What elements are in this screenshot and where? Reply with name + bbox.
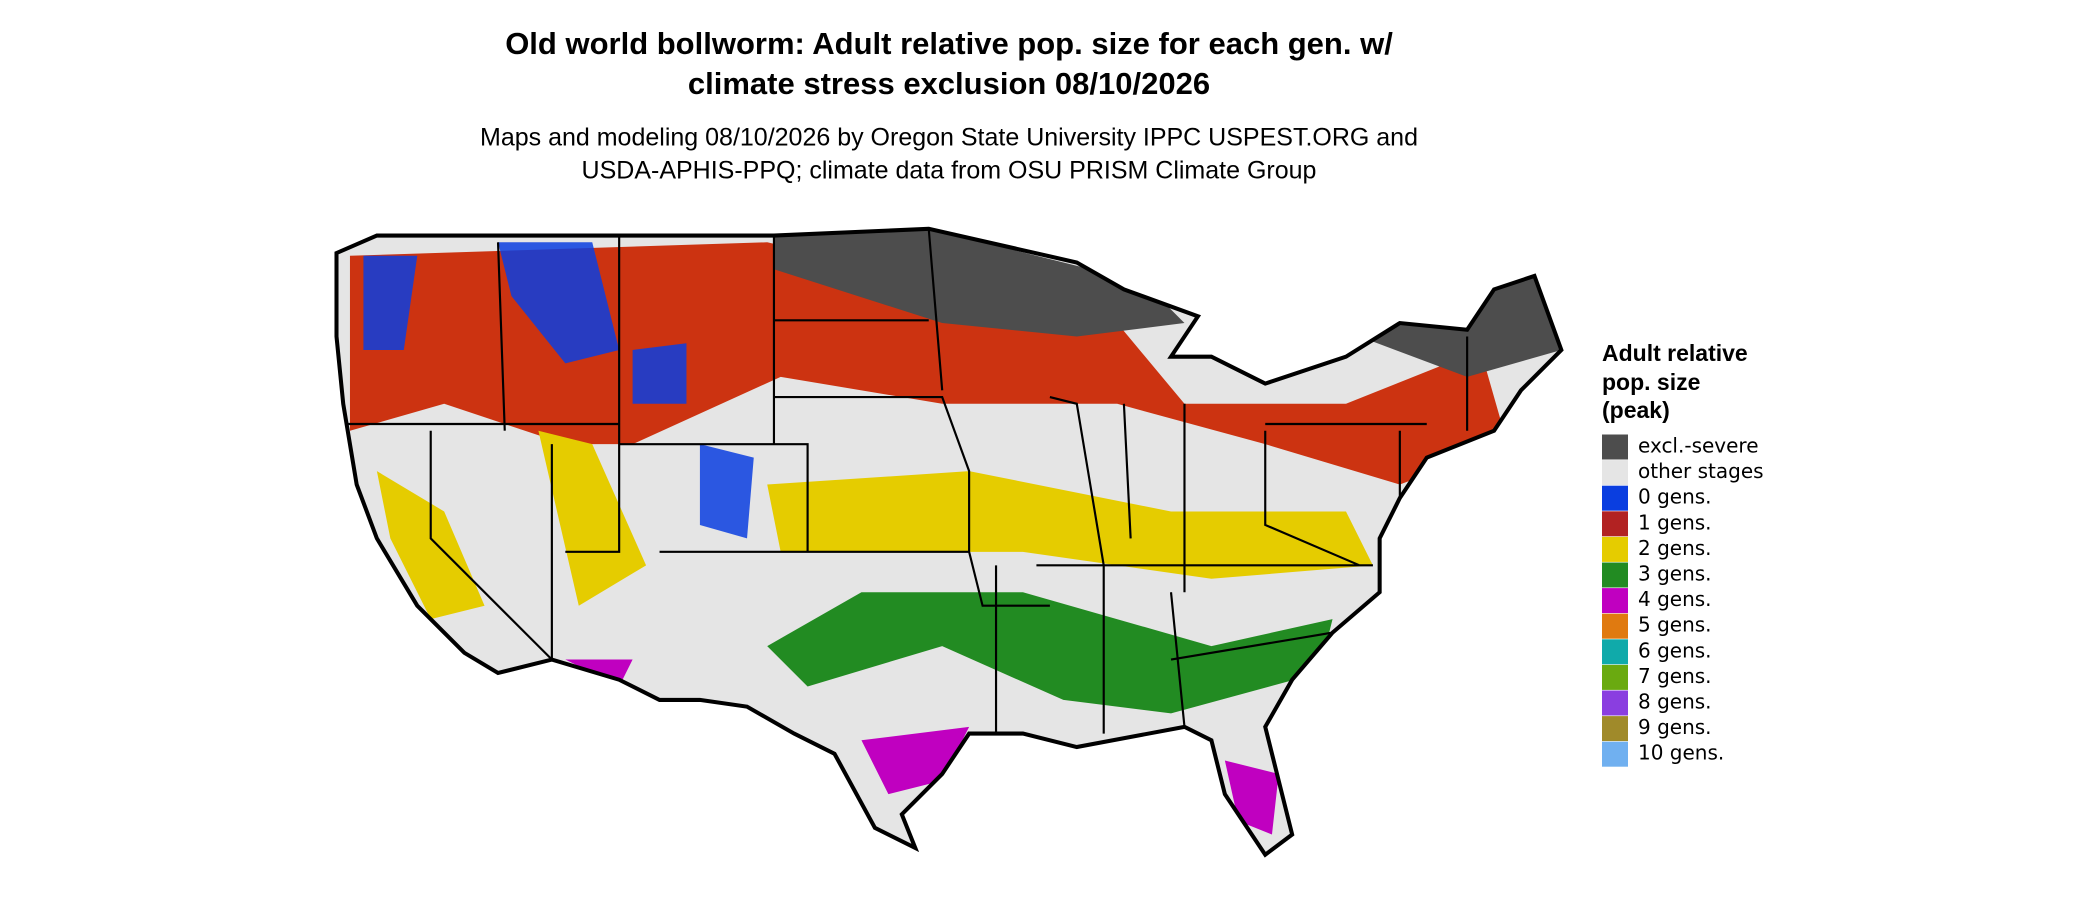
legend-label: 5 gens. bbox=[1638, 613, 1712, 637]
zones bbox=[349, 228, 1562, 835]
legend-swatch bbox=[1602, 434, 1628, 460]
legend-label: 10 gens. bbox=[1638, 741, 1724, 765]
legend-label: other stages bbox=[1638, 459, 1764, 483]
legend-swatch bbox=[1602, 639, 1628, 665]
us-map bbox=[337, 229, 1562, 855]
legend-title: (peak) bbox=[1602, 397, 1670, 423]
legend-label: 6 gens. bbox=[1638, 638, 1712, 662]
legend-swatch bbox=[1602, 485, 1628, 511]
legend-swatch bbox=[1602, 536, 1628, 562]
title-line: Old world bollworm: Adult relative pop. … bbox=[505, 26, 1393, 61]
legend-swatch bbox=[1602, 588, 1628, 614]
legend: Adult relative pop. size (peak) excl.-se… bbox=[1602, 340, 1764, 767]
legend-swatch bbox=[1602, 690, 1628, 716]
legend-label: 2 gens. bbox=[1638, 536, 1712, 560]
legend-label: 7 gens. bbox=[1638, 664, 1712, 688]
legend-label: 3 gens. bbox=[1638, 562, 1712, 586]
title-line: climate stress exclusion 08/10/2026 bbox=[688, 66, 1210, 101]
legend-swatch bbox=[1602, 511, 1628, 537]
legend-label: 8 gens. bbox=[1638, 690, 1712, 714]
legend-label: 9 gens. bbox=[1638, 715, 1712, 739]
legend-swatch bbox=[1602, 716, 1628, 742]
legend-swatch bbox=[1602, 460, 1628, 486]
state-lines bbox=[337, 229, 1562, 855]
subtitle-line: USDA-APHIS-PPQ; climate data from OSU PR… bbox=[582, 157, 1317, 185]
legend-swatch bbox=[1602, 562, 1628, 588]
legend-label: 1 gens. bbox=[1638, 510, 1712, 534]
legend-swatch bbox=[1602, 613, 1628, 639]
legend-title: Adult relative bbox=[1602, 340, 1748, 366]
legend-label: excl.-severe bbox=[1638, 434, 1759, 458]
subtitle-line: Maps and modeling 08/10/2026 by Oregon S… bbox=[480, 124, 1418, 152]
legend-swatch bbox=[1602, 664, 1628, 690]
legend-swatch bbox=[1602, 741, 1628, 767]
legend-title: pop. size bbox=[1602, 369, 1700, 395]
legend-label: 0 gens. bbox=[1638, 485, 1712, 509]
legend-label: 4 gens. bbox=[1638, 587, 1712, 611]
